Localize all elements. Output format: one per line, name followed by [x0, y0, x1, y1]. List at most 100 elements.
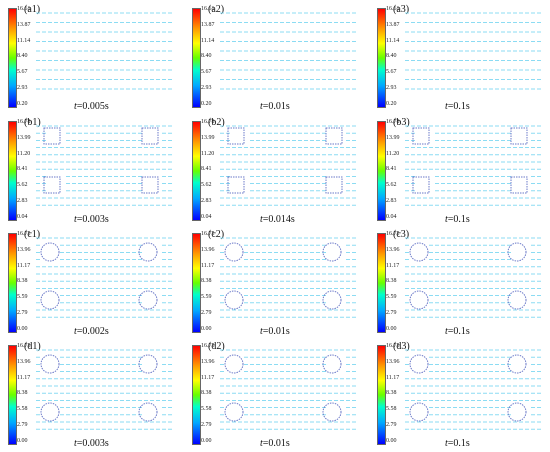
colorbar-tick-label: 0.00	[386, 437, 397, 444]
panel-a2: 16.61 13.87 11.14 8.40 5.67 2.93 0.20 (a2) t=0.0…	[188, 3, 363, 113]
circular-obstacle	[322, 354, 342, 374]
panel-label: (c2)	[208, 229, 225, 240]
circular-obstacle	[138, 402, 158, 422]
velocity-vector-field	[220, 349, 356, 430]
panel-label: (b2)	[208, 117, 225, 128]
panel-c1: 16.75 13.96 11.17 8.38 5.59 2.79 0.00 (c1) t=0.0…	[4, 228, 179, 338]
colorbar	[377, 8, 386, 108]
circular-obstacle	[409, 242, 429, 262]
colorbar-tick-label: 5.62	[201, 182, 212, 189]
time-label: t=0.005s	[74, 101, 109, 112]
colorbar-tick-label: 16.75	[201, 231, 215, 237]
panel-label: (a3)	[393, 4, 410, 15]
colorbar-tick-label: 16.61	[17, 6, 31, 12]
time-value: =0.01s	[262, 326, 290, 337]
panel-label: (a1)	[24, 4, 41, 15]
colorbar-tick-label: 0.00	[17, 437, 28, 444]
colorbar-tick-label: 16.75	[386, 343, 400, 349]
colorbar-tick-label: 0.00	[201, 437, 212, 444]
time-variable: t	[445, 438, 448, 449]
time-value: =0.003s	[76, 438, 109, 449]
square-obstacle	[227, 176, 245, 194]
panel-d2: 16.75 13.96 11.17 8.38 5.58 2.79 0.00 (d2) t=0.0…	[188, 340, 363, 450]
colorbar-tick-label: 0.04	[17, 213, 28, 220]
colorbar-tick-label: 11.17	[386, 262, 400, 269]
panel-d3: 16.75 13.96 11.17 8.38 5.58 2.79 0.00 (d3) t=0.1…	[373, 340, 548, 450]
colorbar-tick-label: 8.38	[201, 278, 212, 285]
colorbar	[8, 121, 17, 221]
circular-obstacle	[224, 354, 244, 374]
colorbar-tick-label: 5.67	[386, 69, 397, 76]
panel-label: (d3)	[393, 341, 410, 352]
circular-obstacle	[40, 290, 60, 310]
colorbar-tick-label: 2.79	[201, 422, 212, 428]
circular-obstacle	[224, 290, 244, 310]
panel-label: (d2)	[208, 341, 225, 352]
circular-obstacle	[138, 242, 158, 262]
colorbar	[192, 345, 201, 445]
time-value: =0.1s	[447, 326, 470, 337]
panel-label: (b3)	[393, 117, 410, 128]
colorbar-tick-label: 13.96	[17, 246, 31, 253]
time-variable: t	[260, 214, 263, 225]
colorbar-tick-label: 8.40	[17, 53, 28, 60]
time-value: =0.1s	[447, 438, 470, 449]
time-variable: t	[445, 326, 448, 337]
square-obstacle	[510, 176, 528, 194]
colorbar-tick-label: 13.96	[201, 358, 215, 365]
circular-obstacle	[507, 242, 527, 262]
colorbar-tick-label: 13.99	[17, 134, 31, 141]
circular-obstacle	[40, 242, 60, 262]
square-obstacle	[141, 127, 159, 145]
colorbar-tick-label: 2.79	[17, 310, 28, 316]
velocity-vector-field	[36, 12, 172, 90]
panel-c2: 16.75 13.96 11.17 8.38 5.59 2.79 0.00 (c2) t=0.0…	[188, 228, 363, 338]
colorbar-tick-label: 2.79	[17, 422, 28, 428]
square-obstacle	[141, 176, 159, 194]
colorbar-tick-label: 13.87	[386, 21, 400, 28]
square-obstacle	[325, 127, 343, 145]
velocity-vector-field	[220, 125, 356, 206]
circular-obstacle	[138, 354, 158, 374]
panel-b3: 16.78 13.99 11.20 8.41 5.62 2.83 0.04 (b3) t=0.1…	[373, 116, 548, 226]
panel-label: (c1)	[24, 229, 41, 240]
panel-a3: 16.61 13.87 11.14 8.40 5.67 2.93 0.20 (a3) t=0.1…	[373, 3, 548, 113]
time-value: =0.003s	[76, 214, 109, 225]
colorbar-tick-label: 16.75	[17, 343, 31, 349]
time-variable: t	[74, 326, 77, 337]
time-value: =0.005s	[76, 101, 109, 112]
colorbar-tick-label: 2.93	[201, 85, 212, 91]
time-value: =0.002s	[76, 326, 109, 337]
time-variable: t	[74, 101, 77, 112]
colorbar-tick-label: 8.38	[17, 390, 28, 397]
colorbar-tick-label: 5.62	[17, 182, 28, 189]
time-label: t=0.1s	[445, 438, 470, 449]
panel-c3: 16.75 13.96 11.17 8.38 5.59 2.79 0.00 (c3) t=0.1…	[373, 228, 548, 338]
time-label: t=0.01s	[260, 438, 290, 449]
time-variable: t	[260, 326, 263, 337]
colorbar-tick-label: 11.17	[201, 262, 215, 269]
time-label: t=0.002s	[74, 326, 109, 337]
colorbar-tick-label: 16.75	[201, 343, 215, 349]
colorbar-tick-label: 5.59	[17, 294, 28, 301]
circular-obstacle	[322, 402, 342, 422]
colorbar-tick-label: 16.75	[386, 231, 400, 237]
colorbar-tick-label: 11.20	[386, 150, 400, 157]
velocity-vector-field	[220, 237, 356, 318]
time-variable: t	[445, 214, 448, 225]
colorbar-tick-label: 0.20	[386, 100, 397, 107]
colorbar-tick-label: 16.61	[201, 6, 215, 12]
colorbar-tick-label: 16.78	[17, 119, 31, 125]
colorbar-tick-label: 8.40	[386, 53, 397, 60]
colorbar-tick-label: 8.38	[17, 278, 28, 285]
circular-obstacle	[409, 354, 429, 374]
colorbar-tick-label: 8.40	[201, 53, 212, 60]
colorbar-tick-label: 16.61	[386, 6, 400, 12]
velocity-vector-field	[36, 237, 172, 318]
colorbar-tick-label: 2.83	[201, 198, 212, 204]
time-label: t=0.014s	[260, 214, 295, 225]
time-label: t=0.01s	[260, 326, 290, 337]
time-label: t=0.1s	[445, 326, 470, 337]
time-variable: t	[74, 214, 77, 225]
circular-obstacle	[224, 402, 244, 422]
